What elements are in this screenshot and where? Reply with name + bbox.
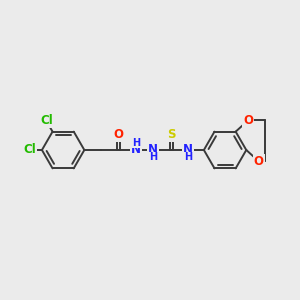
Text: O: O	[114, 128, 124, 141]
Text: N: N	[183, 143, 193, 157]
Text: H: H	[184, 152, 192, 162]
Text: Cl: Cl	[40, 114, 53, 128]
Text: H: H	[149, 152, 157, 162]
Text: N: N	[148, 143, 158, 157]
Text: O: O	[254, 155, 264, 168]
Text: N: N	[131, 143, 141, 157]
Text: H: H	[132, 138, 140, 148]
Text: O: O	[243, 114, 253, 127]
Text: S: S	[167, 128, 176, 141]
Text: Cl: Cl	[23, 143, 36, 157]
